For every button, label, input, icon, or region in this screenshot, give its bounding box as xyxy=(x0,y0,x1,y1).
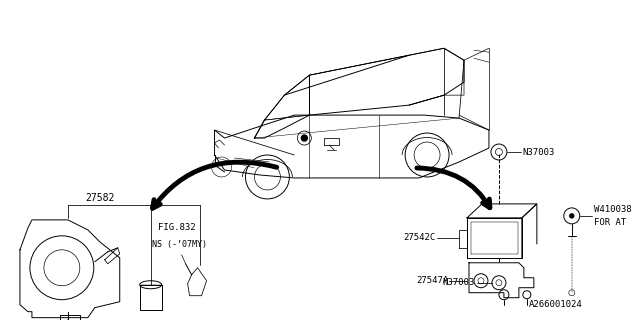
Circle shape xyxy=(570,214,574,218)
Text: 27582: 27582 xyxy=(85,193,115,203)
Text: W410038: W410038 xyxy=(594,205,631,214)
Text: 27547A: 27547A xyxy=(417,276,449,285)
Text: NS (-’07MY): NS (-’07MY) xyxy=(152,240,207,249)
FancyArrowPatch shape xyxy=(417,168,490,208)
Text: N37003: N37003 xyxy=(443,278,475,287)
Text: FIG.832: FIG.832 xyxy=(157,223,195,232)
Circle shape xyxy=(301,135,307,141)
Circle shape xyxy=(568,212,576,220)
FancyArrowPatch shape xyxy=(152,162,276,208)
Text: FOR AT: FOR AT xyxy=(594,218,626,228)
Text: A266001024: A266001024 xyxy=(529,300,582,309)
Text: N37003: N37003 xyxy=(523,148,555,156)
Text: 27542C: 27542C xyxy=(403,233,435,242)
